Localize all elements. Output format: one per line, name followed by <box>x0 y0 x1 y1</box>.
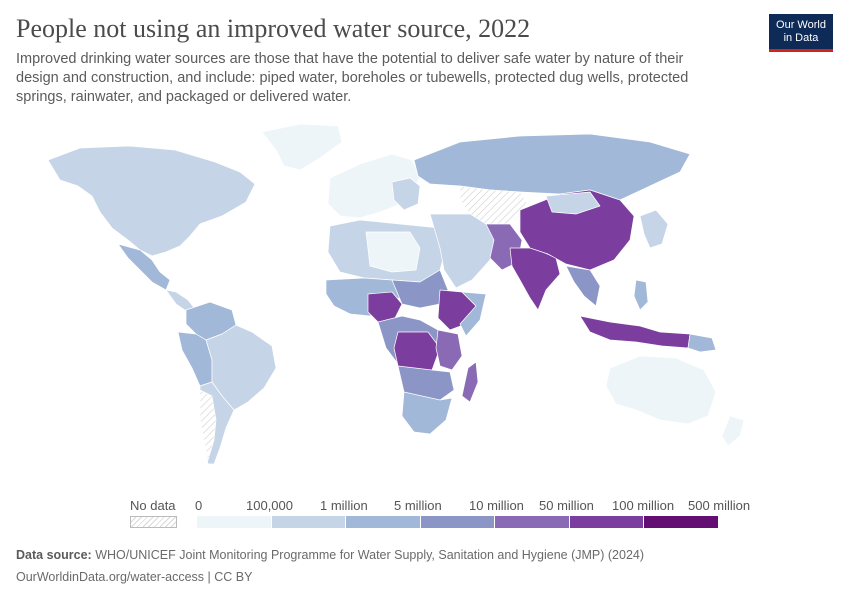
region-southern-africa[interactable] <box>401 391 453 435</box>
region-eastern-europe[interactable] <box>391 177 421 211</box>
chart-title: People not using an improved water sourc… <box>16 14 531 43</box>
region-east-africa[interactable] <box>435 329 463 371</box>
legend-tick-4: 10 million <box>469 498 524 513</box>
footer-url[interactable]: OurWorldinData.org/water-access | CC BY <box>16 570 253 584</box>
legend-bin-0[interactable] <box>197 516 272 528</box>
region-no-data-chile[interactable] <box>199 389 217 461</box>
region-southeast-asia[interactable] <box>565 265 601 307</box>
legend-bin-1[interactable] <box>271 516 346 528</box>
logo-line-2: in Data <box>783 32 819 44</box>
region-mexico[interactable] <box>117 243 171 291</box>
region-north-america[interactable] <box>47 145 256 257</box>
region-algeria-libya[interactable] <box>365 231 421 273</box>
region-somalia-horn[interactable] <box>459 291 487 337</box>
region-indonesia[interactable] <box>579 315 691 349</box>
legend-tick-3: 5 million <box>394 498 442 513</box>
world-map[interactable] <box>0 120 850 490</box>
legend-tick-1: 100,000 <box>246 498 293 513</box>
data-source: Data source: WHO/UNICEF Joint Monitoring… <box>16 548 644 562</box>
owid-logo[interactable]: Our World in Data <box>769 14 833 52</box>
region-australia[interactable] <box>605 355 717 425</box>
region-madagascar[interactable] <box>461 361 479 403</box>
region-middle-east[interactable] <box>429 213 497 289</box>
legend-no-data-label: No data <box>130 498 176 513</box>
legend-tick-5: 50 million <box>539 498 594 513</box>
legend-tick-6: 100 million <box>612 498 675 513</box>
chart-subtitle: Improved drinking water sources are thos… <box>16 51 689 105</box>
region-china[interactable] <box>519 189 635 271</box>
legend-no-data-swatch <box>130 516 177 528</box>
region-india[interactable] <box>509 247 561 311</box>
data-source-text: WHO/UNICEF Joint Monitoring Programme fo… <box>95 548 645 562</box>
region-mongolia[interactable] <box>545 191 601 215</box>
legend-bin-4[interactable] <box>495 516 570 528</box>
legend-bin-5[interactable] <box>569 516 644 528</box>
legend-bin-6[interactable] <box>644 516 719 528</box>
legend-tick-7: 500 million <box>688 498 751 513</box>
legend-bin-2[interactable] <box>346 516 421 528</box>
region-philippines[interactable] <box>633 279 649 311</box>
legend-tick-2: 1 million <box>320 498 368 513</box>
legend-tick-0: 0 <box>195 498 203 513</box>
data-source-label: Data source: <box>16 548 92 562</box>
legend-bin-3[interactable] <box>420 516 495 528</box>
region-japan-korea[interactable] <box>639 209 669 249</box>
region-papua-new-guinea[interactable] <box>687 333 717 353</box>
region-new-zealand[interactable] <box>721 415 745 447</box>
region-russia[interactable] <box>413 133 691 201</box>
logo-line-1: Our World <box>776 19 826 31</box>
region-greenland[interactable] <box>261 123 343 171</box>
